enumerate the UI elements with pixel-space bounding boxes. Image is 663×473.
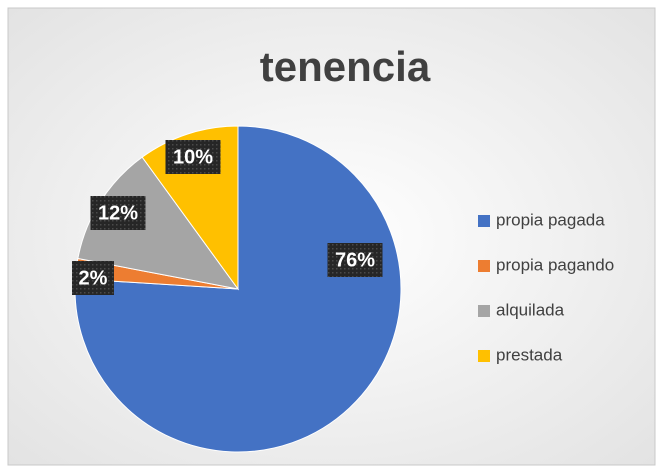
- data-label-box: [327, 243, 383, 277]
- pie-slice: [74, 125, 402, 453]
- legend-label: propia pagando: [496, 255, 614, 274]
- legend-swatch: [478, 350, 490, 362]
- data-label-box: [72, 261, 114, 295]
- legend-swatch: [478, 305, 490, 317]
- legend-label: alquilada: [496, 300, 565, 319]
- legend-swatch: [478, 215, 490, 227]
- data-label: 12%: [98, 202, 138, 224]
- legend-label: prestada: [496, 345, 563, 364]
- data-label: 2%: [79, 267, 108, 289]
- data-label-box: [90, 196, 146, 230]
- data-label: 76%: [335, 249, 375, 271]
- legend-swatch: [478, 260, 490, 272]
- data-label: 10%: [173, 146, 213, 168]
- legend-label: propia pagada: [496, 210, 605, 229]
- chart-title: tenencia: [260, 43, 431, 90]
- data-label-box: [165, 140, 221, 174]
